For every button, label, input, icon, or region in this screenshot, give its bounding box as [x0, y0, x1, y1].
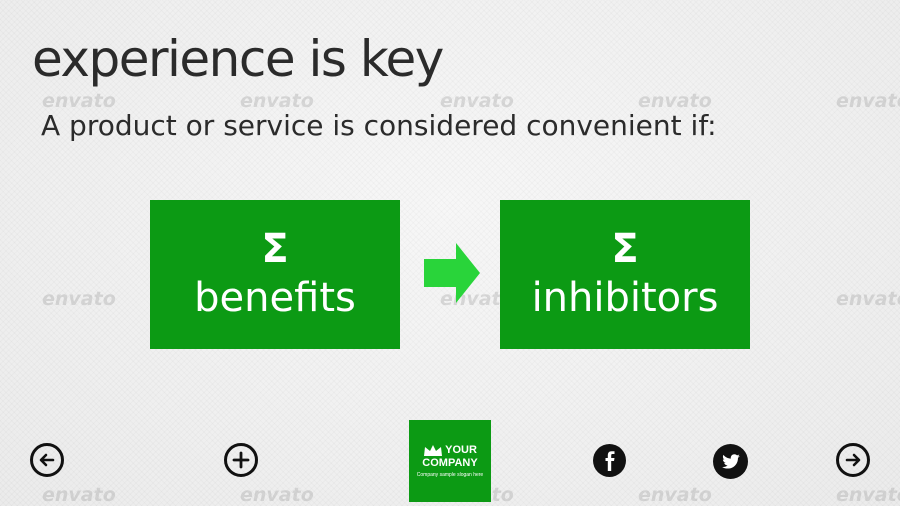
slide-subtitle: A product or service is considered conve…	[41, 109, 717, 142]
inhibitors-label: inhibitors	[531, 274, 719, 321]
twitter-icon	[721, 453, 740, 469]
next-button[interactable]	[836, 443, 870, 477]
watermark: envato	[836, 90, 900, 112]
logo-text-company: COMPANY	[422, 457, 478, 469]
logo-slogan: Company sample slogan here	[416, 472, 484, 478]
watermark: envato	[836, 484, 900, 506]
watermark: envato	[836, 288, 900, 310]
add-button[interactable]	[224, 443, 258, 477]
sigma-symbol: Σ	[611, 225, 639, 272]
company-logo: YOUR COMPANY Company sample slogan here	[409, 420, 491, 502]
logo-text-your: YOUR	[445, 444, 477, 456]
plus-circle-icon	[232, 451, 250, 469]
slide-title: experience is key	[32, 30, 444, 88]
arrow-right-icon	[424, 243, 480, 303]
arrow-right-circle-icon	[845, 453, 861, 467]
watermark: envato	[638, 484, 712, 506]
inhibitors-box: Σ inhibitors	[500, 200, 750, 349]
crown-icon	[424, 444, 443, 456]
watermark: envato	[240, 484, 314, 506]
benefits-box: Σ benefits	[150, 200, 400, 349]
benefits-label: benefits	[194, 274, 356, 321]
twitter-button[interactable]	[713, 444, 748, 479]
arrow-left-circle-icon	[39, 453, 55, 467]
facebook-icon	[605, 450, 614, 471]
watermark: envato	[42, 484, 116, 506]
watermark: envato	[42, 288, 116, 310]
sigma-symbol: Σ	[261, 225, 289, 272]
facebook-button[interactable]	[593, 444, 626, 477]
previous-button[interactable]	[30, 443, 64, 477]
